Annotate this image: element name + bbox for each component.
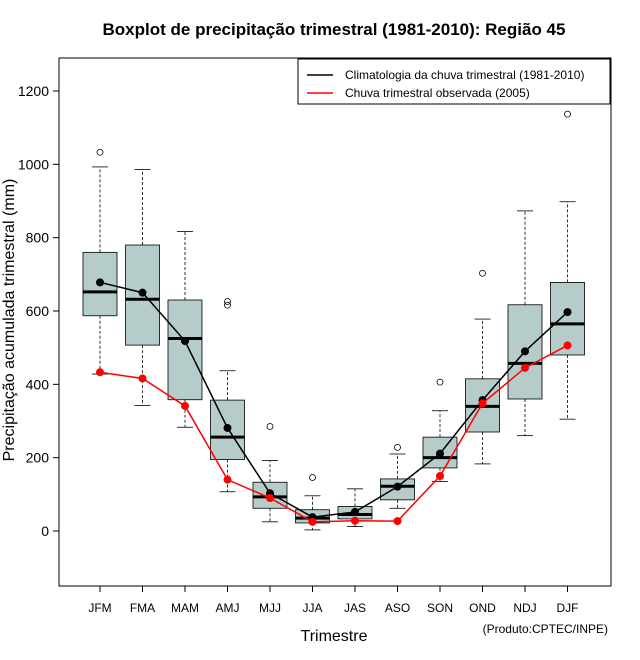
outlier-point (394, 443, 401, 451)
y-tick-label: 0 (41, 523, 49, 539)
series-point (478, 399, 487, 408)
series-point (393, 482, 402, 491)
series-point (563, 308, 572, 317)
legend-label-climatology: Climatologia da chuva trimestral (1981-2… (345, 68, 584, 82)
series-point (138, 288, 147, 297)
outlier-point (309, 474, 316, 481)
outlier-point (479, 269, 486, 277)
boxes (82, 110, 585, 531)
outlier-point (266, 423, 274, 430)
x-tick-label: AMJ (216, 601, 240, 615)
series-point (181, 337, 189, 346)
box-fma (125, 169, 160, 407)
x-tick-label: OND (469, 601, 496, 615)
series-point (223, 423, 232, 432)
outlier-point (564, 110, 571, 118)
series-point (563, 341, 572, 350)
outlier-point (436, 378, 444, 386)
box-ond (465, 269, 500, 465)
box-djf (550, 110, 585, 420)
outlier-point (224, 298, 231, 305)
series-point (181, 401, 189, 410)
x-tick-label: SON (427, 601, 453, 615)
plot-frame (58, 57, 612, 587)
box-son (422, 378, 458, 482)
series-point (96, 278, 104, 287)
y-tick-label: 1200 (18, 83, 49, 99)
x-axis-title: Trimestre (301, 628, 368, 645)
x-tick-label: FMA (130, 601, 155, 615)
outlier-point (224, 301, 231, 309)
series-point (351, 516, 359, 525)
series-point (138, 374, 147, 383)
x-tick-label: NDJ (513, 601, 536, 615)
legend-box (297, 58, 611, 105)
box-mjj (252, 423, 288, 523)
series-lines (96, 278, 572, 526)
x-axis: JFM FMA MAM AMJ MJJ JJA JAS ASO SON OND NDJ DJF (88, 586, 579, 615)
box-mam (167, 231, 203, 428)
x-tick-label: JJA (302, 601, 322, 615)
credit-text: (Produto:CPTEC/INPE) (483, 622, 608, 636)
x-tick-label: JAS (344, 601, 366, 615)
box-amj (210, 298, 245, 493)
y-tick-label: 600 (26, 303, 50, 319)
x-tick-label: DJF (557, 601, 579, 615)
x-tick-label: ASO (385, 601, 410, 615)
y-tick-label: 200 (26, 450, 50, 466)
series-point (308, 517, 317, 526)
series-line (99, 344, 568, 523)
box-jfm (82, 148, 118, 375)
y-tick-label: 400 (26, 376, 50, 392)
series-point (266, 494, 274, 502)
y-tick-label: 800 (26, 230, 50, 246)
series-point (436, 472, 444, 480)
outlier-point (96, 148, 104, 156)
x-tick-label: MAM (171, 601, 199, 615)
y-axis-title: Precipitação acumulada trimestral (mm) (1, 179, 18, 462)
series-point (351, 507, 359, 516)
legend-label-observed: Chuva trimestral observada (2005) (345, 86, 530, 100)
series-point (96, 368, 104, 377)
y-tick-label: 1000 (18, 156, 49, 172)
box-aso (380, 443, 415, 509)
x-tick-label: MJJ (259, 601, 281, 615)
x-tick-label: JFM (88, 601, 111, 615)
box-iqr (167, 299, 203, 401)
series-point (223, 475, 232, 484)
y-axis: 0 200 400 600 800 1000 1200 (18, 83, 59, 539)
series-point (521, 347, 529, 356)
series-point (393, 517, 402, 526)
series-point (436, 449, 444, 458)
series-point (521, 363, 529, 372)
legend: Climatologia da chuva trimestral (1981-2… (297, 58, 611, 105)
chart-title: Boxplot de precipitação trimestral (1981… (103, 20, 566, 39)
box-ndj (507, 210, 543, 437)
series-climatology (96, 278, 572, 522)
series-observed (96, 341, 572, 526)
series-line (99, 281, 569, 518)
